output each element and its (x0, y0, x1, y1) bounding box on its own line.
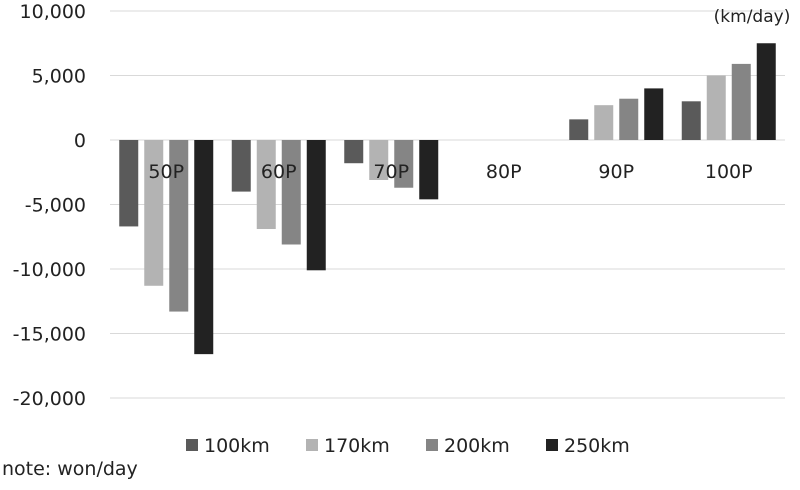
bar-50P-200km (169, 140, 189, 312)
bar-60P-170km (256, 140, 276, 230)
bar-60P-250km (306, 140, 326, 271)
category-label: 50P (148, 161, 184, 183)
legend-label: 100km (204, 435, 270, 457)
bar-90P-250km (644, 88, 664, 140)
bar-60P-200km (281, 140, 301, 245)
category-label: 60P (261, 161, 297, 183)
y-tick-label: 5,000 (32, 66, 86, 88)
category-labels: 50P 60P 70P 80P 90P 100P (148, 161, 752, 183)
bar-70P-200km (394, 140, 414, 188)
bar-100P-100km (681, 101, 701, 140)
category-label: 70P (373, 161, 409, 183)
bar-100P-200km (731, 63, 751, 140)
legend-label: 170km (324, 435, 390, 457)
legend-swatch-200km (426, 439, 438, 451)
legend-swatch-250km (546, 439, 558, 451)
y-axis: 10,000 5,000 0 -5,000 -10,000 -15,000 -20,000 (13, 1, 86, 410)
y-tick-label: 0 (74, 130, 86, 152)
category-label: 80P (486, 161, 522, 183)
unit-label: (km/day) (714, 7, 791, 27)
bar-50P-100km (119, 140, 139, 227)
legend: 100km 170km 200km 250km (186, 435, 630, 457)
y-tick-label: 10,000 (20, 1, 86, 23)
bar-90P-200km (619, 98, 639, 140)
y-tick-label: -15,000 (13, 324, 86, 346)
bar-60P-100km (231, 140, 251, 192)
bar-50P-170km (144, 140, 164, 286)
legend-label: 200km (444, 435, 510, 457)
bar-100P-170km (706, 75, 726, 140)
y-tick-label: -20,000 (13, 388, 86, 410)
bars (119, 43, 776, 355)
bar-100P-250km (756, 43, 776, 140)
category-label: 100P (705, 161, 753, 183)
bar-90P-170km (594, 105, 614, 140)
bar-90P-100km (569, 119, 589, 140)
bar-70P-100km (344, 140, 364, 164)
legend-label: 250km (564, 435, 630, 457)
bar-50P-250km (194, 140, 214, 355)
category-label: 90P (598, 161, 634, 183)
bar-70P-170km (369, 140, 389, 180)
legend-swatch-100km (186, 439, 198, 451)
gridlines (110, 10, 785, 399)
legend-swatch-170km (306, 439, 318, 451)
note-text: note: won/day (2, 458, 138, 480)
y-tick-label: -10,000 (13, 259, 86, 281)
bar-70P-250km (419, 140, 439, 200)
y-tick-label: -5,000 (25, 195, 86, 217)
